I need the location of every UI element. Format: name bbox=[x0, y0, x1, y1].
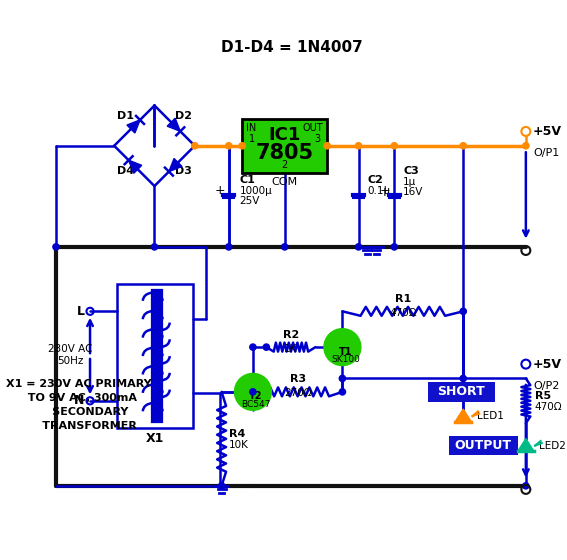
FancyBboxPatch shape bbox=[242, 119, 327, 172]
Circle shape bbox=[250, 344, 256, 350]
Circle shape bbox=[391, 244, 397, 250]
Text: BC547: BC547 bbox=[241, 400, 270, 409]
Circle shape bbox=[460, 375, 466, 381]
Circle shape bbox=[151, 244, 158, 250]
Circle shape bbox=[235, 374, 271, 410]
Circle shape bbox=[218, 483, 225, 489]
Text: 0.1μ: 0.1μ bbox=[367, 185, 391, 195]
Text: 3: 3 bbox=[314, 134, 320, 143]
Text: D3: D3 bbox=[175, 166, 192, 176]
Text: OUTPUT: OUTPUT bbox=[454, 439, 511, 452]
Text: 16V: 16V bbox=[403, 187, 424, 197]
Bar bbox=[117, 284, 193, 428]
Text: R1: R1 bbox=[395, 294, 411, 304]
Circle shape bbox=[324, 329, 360, 365]
Text: 7805: 7805 bbox=[256, 143, 314, 163]
Text: 270Ω: 270Ω bbox=[284, 388, 311, 398]
Text: X1 = 230V AC PRIMARY
  TO 9V AC, 300mA
      SECONDARY
      TRANSFORMER: X1 = 230V AC PRIMARY TO 9V AC, 300mA SEC… bbox=[6, 379, 151, 431]
Text: +5V: +5V bbox=[533, 358, 562, 371]
Text: 230V AC: 230V AC bbox=[48, 344, 92, 354]
Circle shape bbox=[53, 244, 59, 250]
Text: 1K: 1K bbox=[284, 343, 298, 353]
Text: C3: C3 bbox=[403, 166, 419, 176]
Polygon shape bbox=[129, 160, 142, 173]
Text: N: N bbox=[74, 394, 84, 407]
Text: 470Ω: 470Ω bbox=[535, 402, 562, 412]
Text: 1000μ: 1000μ bbox=[239, 185, 272, 195]
Text: +: + bbox=[214, 184, 225, 198]
Text: 10K: 10K bbox=[229, 440, 248, 450]
Text: O/P2: O/P2 bbox=[533, 381, 560, 390]
Text: D1-D4 = 1N4007: D1-D4 = 1N4007 bbox=[221, 40, 362, 55]
Text: D1: D1 bbox=[117, 111, 134, 121]
Text: 1μ: 1μ bbox=[403, 176, 417, 186]
Circle shape bbox=[226, 143, 232, 149]
Circle shape bbox=[250, 389, 256, 395]
Text: SK100: SK100 bbox=[332, 355, 361, 364]
Circle shape bbox=[356, 244, 362, 250]
Circle shape bbox=[324, 143, 331, 149]
Circle shape bbox=[523, 143, 529, 149]
Text: 470Ω: 470Ω bbox=[389, 308, 417, 318]
Text: 1: 1 bbox=[249, 134, 256, 143]
Text: 25V: 25V bbox=[239, 196, 260, 206]
Polygon shape bbox=[167, 118, 180, 132]
Text: L: L bbox=[77, 305, 84, 318]
Text: C1: C1 bbox=[239, 175, 255, 185]
Circle shape bbox=[339, 375, 345, 381]
Text: X1: X1 bbox=[146, 432, 164, 445]
Circle shape bbox=[356, 143, 362, 149]
Text: OUT: OUT bbox=[303, 123, 324, 133]
Text: IC1: IC1 bbox=[269, 126, 301, 144]
Polygon shape bbox=[169, 158, 182, 171]
Circle shape bbox=[239, 143, 246, 149]
Circle shape bbox=[523, 483, 529, 489]
Polygon shape bbox=[127, 120, 140, 133]
Text: +5V: +5V bbox=[533, 125, 562, 138]
Text: R4: R4 bbox=[229, 430, 245, 440]
Circle shape bbox=[263, 344, 269, 350]
FancyBboxPatch shape bbox=[428, 382, 494, 402]
Circle shape bbox=[282, 244, 288, 250]
Text: LED2: LED2 bbox=[539, 441, 566, 451]
Text: T1: T1 bbox=[339, 347, 353, 357]
Text: R5: R5 bbox=[535, 391, 551, 402]
Text: IN: IN bbox=[246, 123, 256, 133]
Text: D4: D4 bbox=[117, 166, 134, 176]
Text: SHORT: SHORT bbox=[438, 385, 485, 398]
Circle shape bbox=[391, 143, 397, 149]
Text: T2: T2 bbox=[249, 391, 263, 402]
Text: R2: R2 bbox=[283, 330, 299, 339]
Circle shape bbox=[226, 244, 232, 250]
Circle shape bbox=[339, 389, 345, 395]
Text: LED1: LED1 bbox=[477, 411, 503, 421]
Text: R3: R3 bbox=[290, 374, 306, 384]
Text: 50Hz: 50Hz bbox=[57, 356, 83, 366]
Text: 2: 2 bbox=[282, 161, 288, 170]
Polygon shape bbox=[455, 409, 471, 422]
Text: O/P1: O/P1 bbox=[533, 148, 559, 158]
Text: C2: C2 bbox=[367, 175, 383, 185]
Circle shape bbox=[192, 143, 198, 149]
Circle shape bbox=[460, 143, 466, 149]
Polygon shape bbox=[518, 438, 534, 451]
Text: COM: COM bbox=[272, 176, 298, 186]
FancyBboxPatch shape bbox=[449, 436, 518, 455]
Text: +: + bbox=[380, 184, 391, 198]
Circle shape bbox=[460, 308, 466, 315]
Text: D2: D2 bbox=[175, 111, 192, 121]
